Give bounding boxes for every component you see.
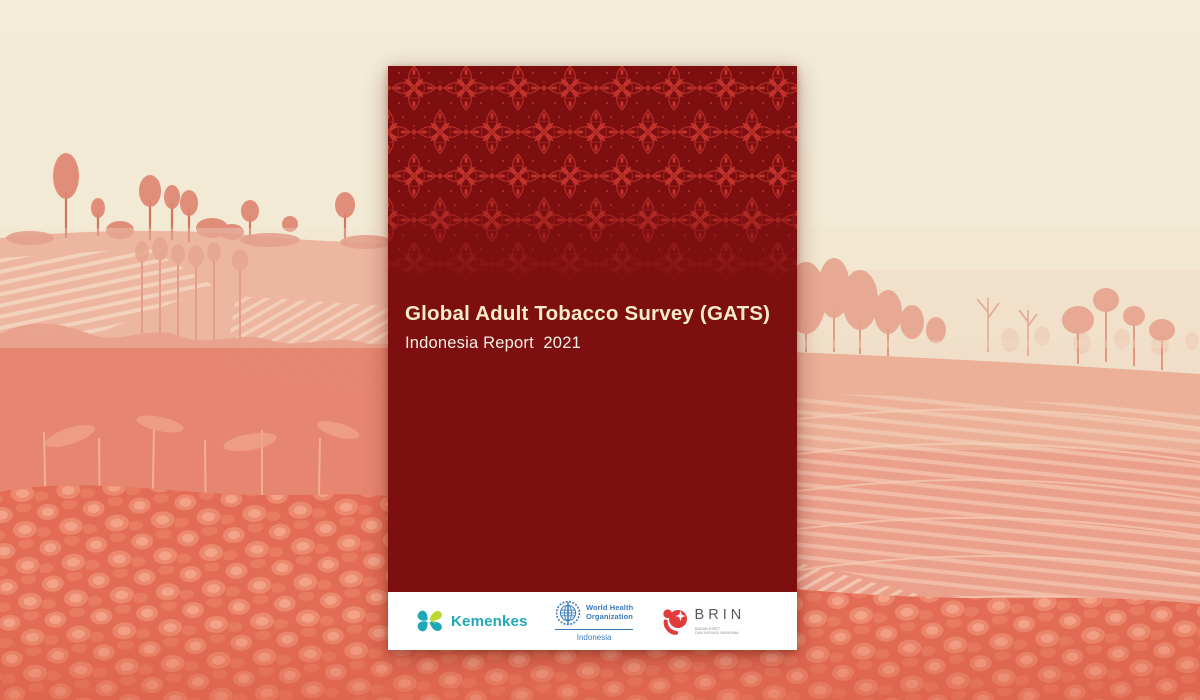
logo-bar: Kemenkes World Health Organi (388, 592, 797, 650)
report-subtitle: Indonesia Report 2021 (405, 333, 581, 352)
title-block: Global Adult Tobacco Survey (GATS) Indon… (405, 302, 789, 353)
who-emblem-icon (555, 600, 581, 626)
who-name-line1: World Health (585, 603, 634, 613)
who-logo: World Health Organization Indonesia (554, 600, 634, 642)
who-divider (554, 629, 634, 630)
batik-pattern (388, 66, 797, 291)
foliage-band (0, 323, 388, 520)
left-horizon-trees (6, 153, 392, 249)
who-country: Indonesia (576, 633, 612, 642)
brin-logo: BRIN BADAN RISET DAN INOVASI NASIONAL (661, 606, 771, 636)
kemenkes-label: Kemenkes (451, 612, 528, 630)
report-title: Global Adult Tobacco Survey (GATS) (405, 302, 771, 325)
kemenkes-logo: Kemenkes (414, 606, 528, 636)
brin-icon (662, 609, 687, 635)
banana-leaves (45, 415, 360, 452)
report-cover: Global Adult Tobacco Survey (GATS) Indon… (388, 66, 797, 650)
mid-tree-row (135, 237, 248, 352)
who-name-line2: Organization (585, 612, 633, 621)
brin-label: BRIN (694, 607, 746, 624)
brin-subtext-line2: DAN INOVASI NASIONAL (694, 630, 739, 635)
kemenkes-icon (417, 610, 442, 632)
brin-subtext-line1: BADAN RISET (694, 626, 720, 631)
